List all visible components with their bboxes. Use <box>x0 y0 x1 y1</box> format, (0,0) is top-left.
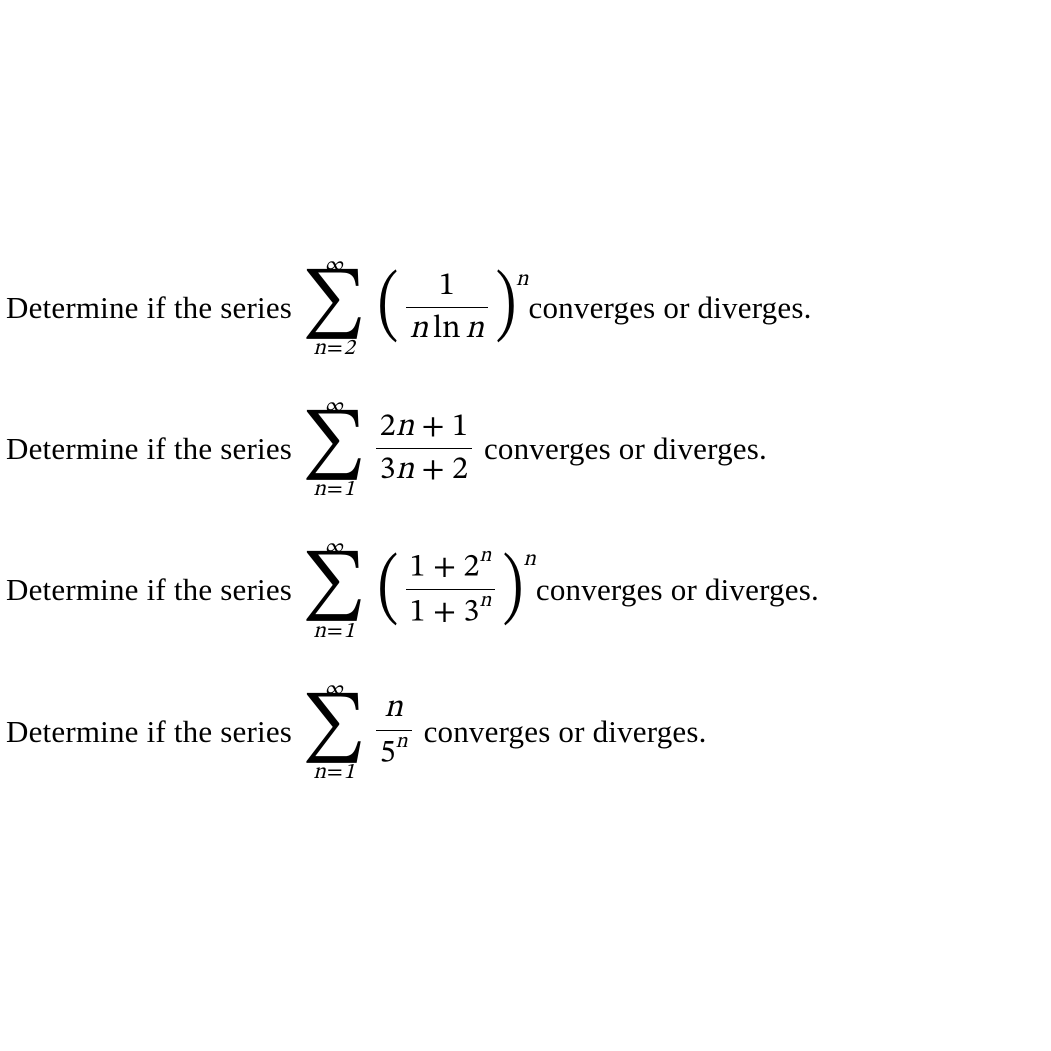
numerator: 1 + 2n <box>406 547 496 587</box>
fraction: n 5n <box>376 689 412 772</box>
fraction-bar <box>406 307 488 308</box>
fraction: 2n + 1 3n + 2 <box>376 408 472 490</box>
problem-1: Determine if the series ∞ ∑ n=2 ( 1 nlnn… <box>6 255 1045 360</box>
problem-lead: Determine if the series <box>6 289 292 326</box>
sigma-icon: ∞ ∑ n=2 <box>302 255 366 360</box>
fraction: 1 + 2n 1 + 3n <box>406 547 496 632</box>
sigma-icon: ∞ ∑ n=1 <box>302 679 366 784</box>
sigma-symbol: ∑ <box>302 416 366 477</box>
outer-exponent: n <box>516 267 529 293</box>
problem-lead: Determine if the series <box>6 713 292 750</box>
sigma-lower: n=1 <box>313 762 354 784</box>
problem-tail: converges or diverges. <box>529 289 812 326</box>
problem-tail: converges or diverges. <box>424 713 707 750</box>
numerator: n <box>380 689 406 727</box>
right-paren: ) <box>503 559 524 621</box>
page: Determine if the series ∞ ∑ n=2 ( 1 nlnn… <box>0 0 1051 1051</box>
sigma-lower: n=2 <box>313 338 354 360</box>
series-term: ( 1 nlnn ) n <box>374 267 529 349</box>
sigma-lower: n=1 <box>313 621 354 643</box>
fraction-bar <box>376 448 472 449</box>
outer-exponent: n <box>523 547 536 573</box>
problem-2: Determine if the series ∞ ∑ n=1 2n + 1 3… <box>6 396 1045 501</box>
sigma-symbol: ∑ <box>302 275 366 336</box>
sigma-icon: ∞ ∑ n=1 <box>302 537 366 642</box>
sigma-lower: n=1 <box>313 479 354 501</box>
series-term: ( 1 + 2n 1 + 3n ) n <box>374 547 536 632</box>
problem-lead: Determine if the series <box>6 430 292 467</box>
denominator: 5n <box>376 733 412 773</box>
numerator: 1 <box>435 267 459 305</box>
right-paren: ) <box>495 276 516 338</box>
left-paren: ( <box>377 276 398 338</box>
denominator: 1 + 3n <box>406 592 496 632</box>
problem-tail: converges or diverges. <box>536 571 819 608</box>
sigma-symbol: ∑ <box>302 699 366 760</box>
sigma-icon: ∞ ∑ n=1 <box>302 396 366 501</box>
left-paren: ( <box>377 559 398 621</box>
denominator: nlnn <box>406 310 488 348</box>
denominator: 3n + 2 <box>376 451 472 489</box>
problem-lead: Determine if the series <box>6 571 292 608</box>
problem-4: Determine if the series ∞ ∑ n=1 n 5n con… <box>6 679 1045 784</box>
problem-tail: converges or diverges. <box>484 430 767 467</box>
numerator: 2n + 1 <box>376 408 472 446</box>
fraction: 1 nlnn <box>406 267 488 349</box>
sigma-symbol: ∑ <box>302 557 366 618</box>
problem-3: Determine if the series ∞ ∑ n=1 ( 1 + 2n… <box>6 537 1045 642</box>
